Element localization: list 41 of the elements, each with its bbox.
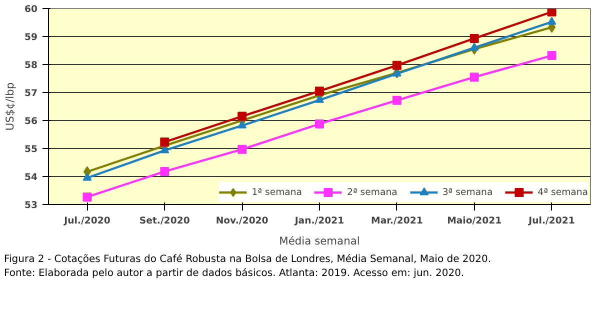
point [470, 34, 479, 43]
y-tick-label: 53 [24, 200, 38, 211]
y-tick-label: 54 [24, 172, 38, 183]
point [470, 72, 479, 82]
point [238, 144, 247, 154]
point [82, 192, 92, 202]
point [547, 8, 556, 16]
x-tick-label: Jan./2021 [294, 216, 344, 226]
y-axis-title: US$¢/lbp [4, 82, 17, 131]
legend-label: 1ª semana [252, 186, 302, 198]
point [315, 119, 324, 128]
legend-label: 3ª semana [442, 186, 493, 198]
x-tick-label: Nov./2020 [216, 216, 269, 226]
y-tick-label: 57 [24, 88, 38, 99]
x-tick-label: Set./2020 [139, 216, 190, 226]
point [392, 60, 402, 70]
point [470, 42, 479, 51]
point [160, 138, 170, 147]
x-tick-label: Mar./2021 [371, 216, 423, 226]
x-axis-title: Média semanal [279, 234, 360, 248]
point [238, 120, 247, 128]
legend-label: 4ª semana [538, 186, 588, 198]
point [315, 86, 324, 96]
point [82, 172, 92, 181]
y-tick-label: 60 [24, 4, 38, 15]
point [392, 96, 402, 105]
x-tick-label: Jul./2021 [528, 216, 575, 226]
text: Figura 2 - Cotações Futuras do Café Robusta na Bolsa de Londres, Média Semanal, Maio de 2020. [4, 253, 492, 266]
x-tick-label: Maio/2021 [447, 216, 502, 226]
x-tick-label: Jul./2020 [63, 216, 111, 226]
y-tick-label: 59 [24, 32, 38, 43]
y-tick-label: 56 [24, 116, 38, 127]
y-tick-label: 58 [24, 60, 38, 71]
point [160, 166, 170, 176]
point [238, 112, 247, 121]
legend-label: 2ª semana [347, 186, 398, 198]
source-note: Fonte: Elaborada pelo autor a partir de dados básicos. Atlanta: 2019. Acesso em: jun. 2020. [4, 267, 466, 280]
y-tick-label: 55 [24, 144, 38, 155]
point [547, 51, 556, 60]
point [547, 16, 556, 25]
point [315, 94, 324, 103]
